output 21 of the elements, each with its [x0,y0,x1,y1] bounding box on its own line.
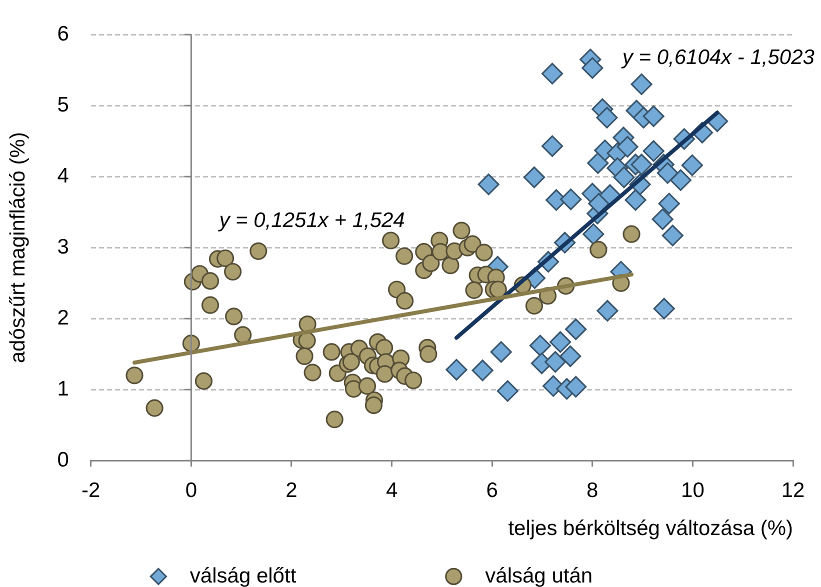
x-tick-label: -2 [82,478,100,502]
y-tick-label: 3 [57,235,69,258]
y-tick-label: 2 [57,306,69,330]
y-tick-label: 6 [57,22,69,46]
x-tick-label: 4 [386,478,398,502]
x-tick-label: 10 [681,478,704,502]
annotation: y = 0,6104x - 1,5023 [620,46,815,69]
y-tick-label: 4 [57,164,70,188]
legend-label: válság után [474,564,646,587]
annotation: y = 0,1251x + 1,524 [217,209,405,232]
y-tick-label: 5 [57,93,69,116]
x-tick-label: 6 [486,478,498,502]
x-axis-title: teljes bérköltség változása (%) [508,517,793,540]
x-tick-label: 12 [781,478,805,502]
y-tick-label: 1 [57,377,69,400]
y-tick-label: 0 [57,448,69,472]
x-tick-label: 8 [586,478,598,502]
y-axis-title: adószűrt maginfláció (%) [6,132,30,364]
x-tick-label: 0 [185,478,198,502]
legend-label: válság előtt [179,564,444,587]
x-tick-label: 2 [286,478,298,502]
